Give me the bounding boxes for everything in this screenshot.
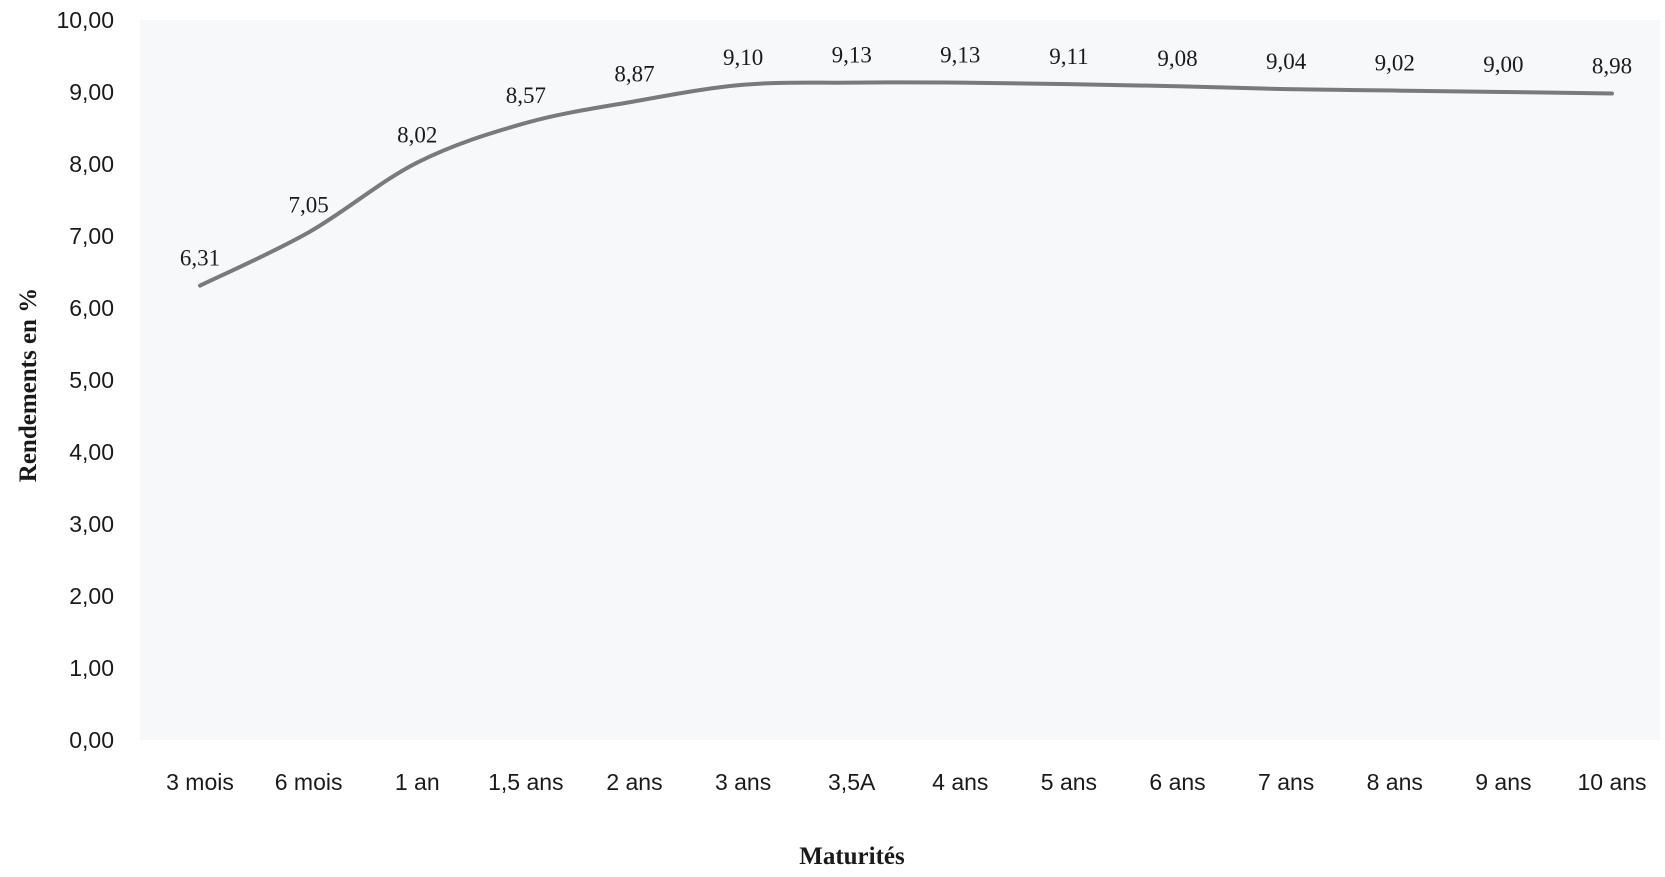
data-label: 9,11 xyxy=(1049,44,1088,69)
data-label: 9,08 xyxy=(1157,46,1197,71)
plot-area xyxy=(140,20,1660,740)
y-axis-ticks: 0,00 1,00 2,00 3,00 4,00 5,00 6,00 7,00 8,00 9,00… xyxy=(56,7,114,753)
data-label: 9,02 xyxy=(1375,51,1415,76)
x-tick-label: 1,5 ans xyxy=(488,769,563,795)
data-label: 9,13 xyxy=(940,43,980,68)
x-tick-label: 3,5A xyxy=(828,769,876,795)
y-tick-label: 7,00 xyxy=(69,223,114,249)
x-tick-label: 2 ans xyxy=(606,769,662,795)
x-axis-ticks: 3 mois 6 mois 1 an 1,5 ans 2 ans 3 ans 3,5A 4 a… xyxy=(166,769,1646,795)
data-label: 8,87 xyxy=(614,61,654,86)
x-tick-label: 9 ans xyxy=(1475,769,1531,795)
x-axis-title: Maturités xyxy=(799,843,905,870)
y-tick-label: 10,00 xyxy=(56,7,114,33)
x-tick-label: 1 an xyxy=(395,769,440,795)
data-label: 9,00 xyxy=(1483,52,1523,77)
y-axis-title: Rendements en % xyxy=(15,288,42,482)
x-tick-label: 6 ans xyxy=(1149,769,1205,795)
data-label: 9,04 xyxy=(1266,49,1307,74)
x-tick-label: 3 mois xyxy=(166,769,234,795)
x-tick-label: 10 ans xyxy=(1577,769,1646,795)
x-tick-label: 4 ans xyxy=(932,769,988,795)
series-line xyxy=(198,80,1614,288)
data-label: 9,10 xyxy=(723,45,763,70)
data-labels: 6,31 7,05 8,02 8,57 8,87 9,10 9,13 9,13 9,11 9,08… xyxy=(180,43,1632,271)
x-tick-label: 5 ans xyxy=(1041,769,1097,795)
data-label: 6,31 xyxy=(180,246,220,271)
x-tick-label: 3 ans xyxy=(715,769,771,795)
x-tick-label: 7 ans xyxy=(1258,769,1314,795)
y-tick-label: 1,00 xyxy=(69,655,114,681)
data-label: 7,05 xyxy=(288,192,328,217)
y-tick-label: 5,00 xyxy=(69,367,114,393)
y-tick-label: 0,00 xyxy=(69,727,114,753)
x-tick-label: 8 ans xyxy=(1367,769,1423,795)
data-label: 8,98 xyxy=(1592,53,1632,78)
data-label: 8,02 xyxy=(397,123,437,148)
y-tick-label: 9,00 xyxy=(69,79,114,105)
y-tick-label: 2,00 xyxy=(69,583,114,609)
data-label: 9,13 xyxy=(832,43,872,68)
y-tick-label: 3,00 xyxy=(69,511,114,537)
y-tick-label: 6,00 xyxy=(69,295,114,321)
y-tick-label: 4,00 xyxy=(69,439,114,465)
y-tick-label: 8,00 xyxy=(69,151,114,177)
data-label: 8,57 xyxy=(506,83,546,108)
x-tick-label: 6 mois xyxy=(275,769,343,795)
